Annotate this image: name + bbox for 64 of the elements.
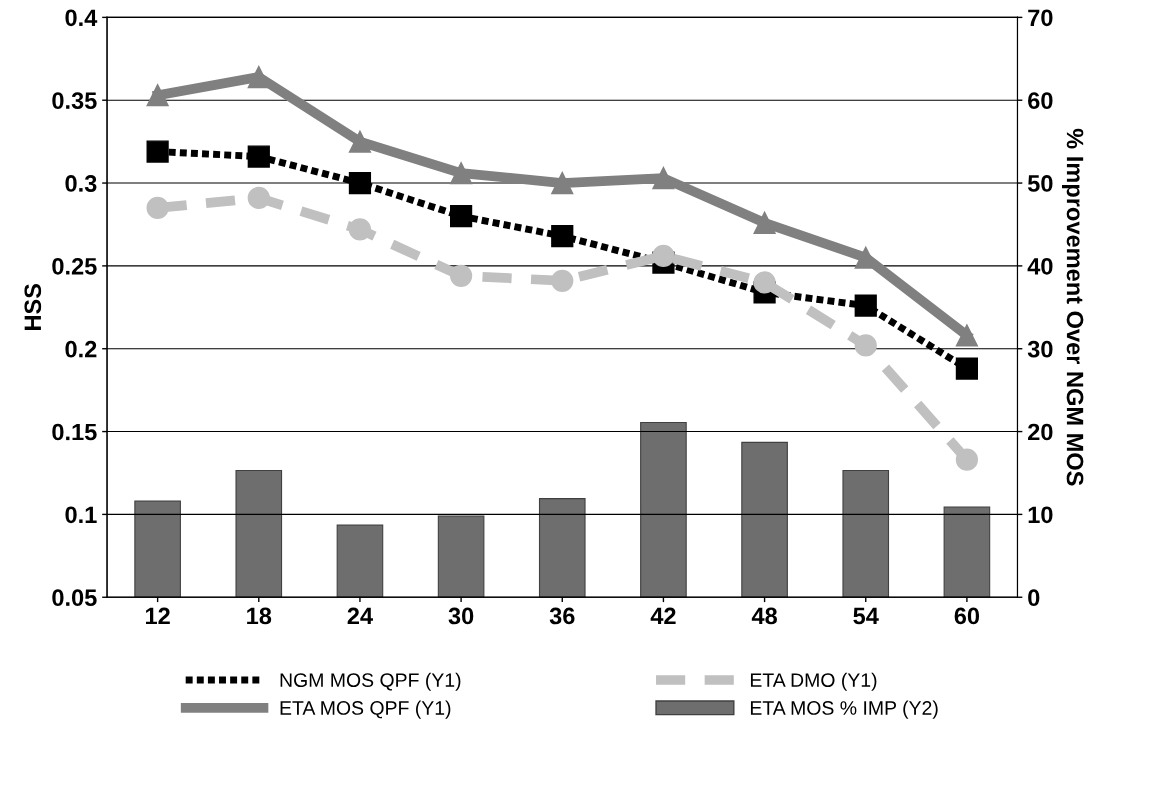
- y2-tick-label: 50: [1027, 175, 1053, 192]
- point: [753, 271, 776, 294]
- y-axis-title: HSS: [24, 283, 42, 331]
- point: [652, 244, 675, 268]
- bar: [943, 506, 991, 598]
- legend-label: ETA DMO (Y1): [750, 672, 877, 691]
- x-tick-label: 18: [247, 607, 272, 625]
- point: [146, 196, 169, 220]
- y-tick-label: 0.4: [65, 9, 98, 27]
- y-tick-label: 0.35: [52, 92, 97, 110]
- y-tick-label: 0.15: [52, 423, 97, 441]
- x-tick-label: 42: [650, 607, 676, 625]
- bar: [134, 500, 181, 598]
- point: [652, 166, 675, 190]
- bar: [336, 524, 384, 598]
- point: [551, 269, 574, 292]
- x-tick-label: 48: [751, 607, 777, 625]
- point: [348, 130, 372, 153]
- point: [854, 294, 877, 317]
- y2-axis-title: % Improvement Over NGM MOS: [1062, 128, 1084, 486]
- x-tick-label: 12: [145, 607, 170, 625]
- point: [854, 334, 877, 357]
- y2-tick-label: 70: [1028, 9, 1053, 27]
- point: [449, 205, 473, 228]
- point: [955, 324, 979, 347]
- point: [146, 84, 169, 107]
- y-tick-label: 0.05: [52, 589, 97, 607]
- bar: [640, 421, 687, 598]
- bar: [235, 469, 283, 598]
- legend-label: ETA MOS QPF (Y1): [280, 700, 451, 719]
- x-tick-label: 24: [347, 607, 373, 625]
- legend-label: NGM MOS QPF (Y1): [280, 672, 461, 691]
- x-tick-label: 30: [448, 607, 474, 625]
- point: [247, 186, 270, 210]
- x-tick-label: 36: [549, 607, 575, 625]
- y2-tick-label: 10: [1028, 506, 1053, 524]
- legend-label: ETA MOS % IMP (Y2): [750, 700, 938, 719]
- y2-tick-label: 40: [1027, 257, 1053, 275]
- point: [146, 140, 169, 163]
- y-tick-label: 0.3: [65, 175, 97, 192]
- point: [247, 145, 270, 168]
- point: [247, 65, 270, 89]
- y2-tick-label: 20: [1028, 423, 1053, 441]
- point: [753, 211, 776, 234]
- y2-tick-label: 60: [1028, 92, 1053, 109]
- y2-tick-label: 30: [1027, 340, 1053, 358]
- y-tick-label: 0.25: [52, 257, 97, 275]
- point: [449, 162, 473, 185]
- y-tick-label: 0.1: [65, 506, 97, 524]
- x-tick-label: 54: [853, 607, 879, 625]
- y2-tick-label: 0: [1028, 589, 1040, 607]
- x-tick-label: 60: [954, 607, 980, 625]
- point: [955, 448, 979, 471]
- bar: [437, 515, 485, 598]
- point: [955, 357, 979, 380]
- y-tick-label: 0.2: [65, 340, 97, 358]
- point: [348, 171, 372, 195]
- bar: [842, 469, 890, 598]
- point: [449, 264, 473, 287]
- bar: [741, 441, 788, 598]
- point: [551, 224, 574, 248]
- point: [348, 218, 372, 241]
- bar: [538, 498, 586, 598]
- point: [551, 171, 574, 195]
